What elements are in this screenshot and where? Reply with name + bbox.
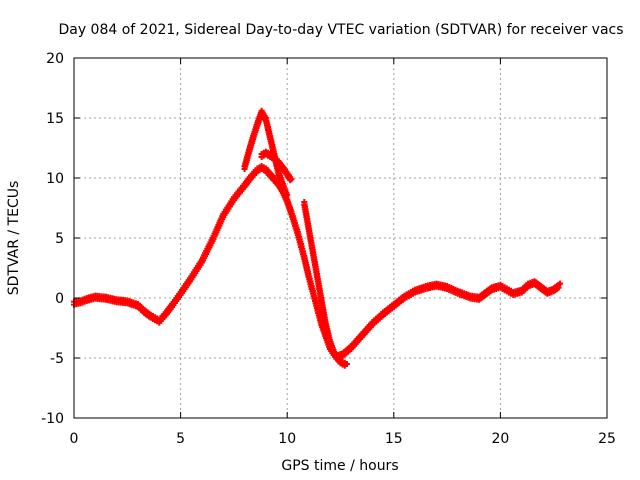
data-point bbox=[343, 361, 350, 367]
data-points bbox=[71, 107, 564, 369]
x-tick-label: 15 bbox=[385, 431, 403, 447]
data-point bbox=[284, 191, 291, 198]
y-tick-label: 15 bbox=[46, 111, 64, 127]
data-point bbox=[288, 176, 295, 183]
y-tick-label: 10 bbox=[46, 171, 64, 187]
data-point bbox=[555, 284, 562, 291]
x-tick-label: 10 bbox=[278, 431, 296, 447]
series-sdtvar bbox=[71, 163, 564, 362]
series-sdtvar-2 bbox=[241, 107, 291, 199]
x-tick-label: 5 bbox=[176, 431, 185, 447]
x-tick-labels: 0 5 10 15 20 25 bbox=[70, 431, 616, 447]
series-sdtvar-3 bbox=[258, 148, 295, 184]
y-axis-title: SDTVAR / TECUs bbox=[6, 181, 22, 296]
y-tick-label: -5 bbox=[50, 351, 64, 367]
series-sdtvar-4 bbox=[301, 199, 350, 369]
x-tick-label: 25 bbox=[598, 431, 616, 447]
y-tick-label: -10 bbox=[41, 411, 64, 427]
y-tick-label: 5 bbox=[55, 231, 64, 247]
x-axis-title: GPS time / hours bbox=[281, 458, 398, 474]
chart-title: Day 084 of 2021, Sidereal Day-to-day VTE… bbox=[58, 22, 623, 38]
y-tick-label: 0 bbox=[55, 291, 64, 307]
data-point bbox=[557, 280, 564, 287]
axis-ticks bbox=[73, 57, 608, 419]
y-tick-label: 20 bbox=[46, 51, 64, 67]
x-tick-label: 0 bbox=[70, 431, 79, 447]
y-tick-labels: -10 -5 0 5 10 15 20 bbox=[41, 51, 64, 427]
x-tick-label: 20 bbox=[491, 431, 509, 447]
